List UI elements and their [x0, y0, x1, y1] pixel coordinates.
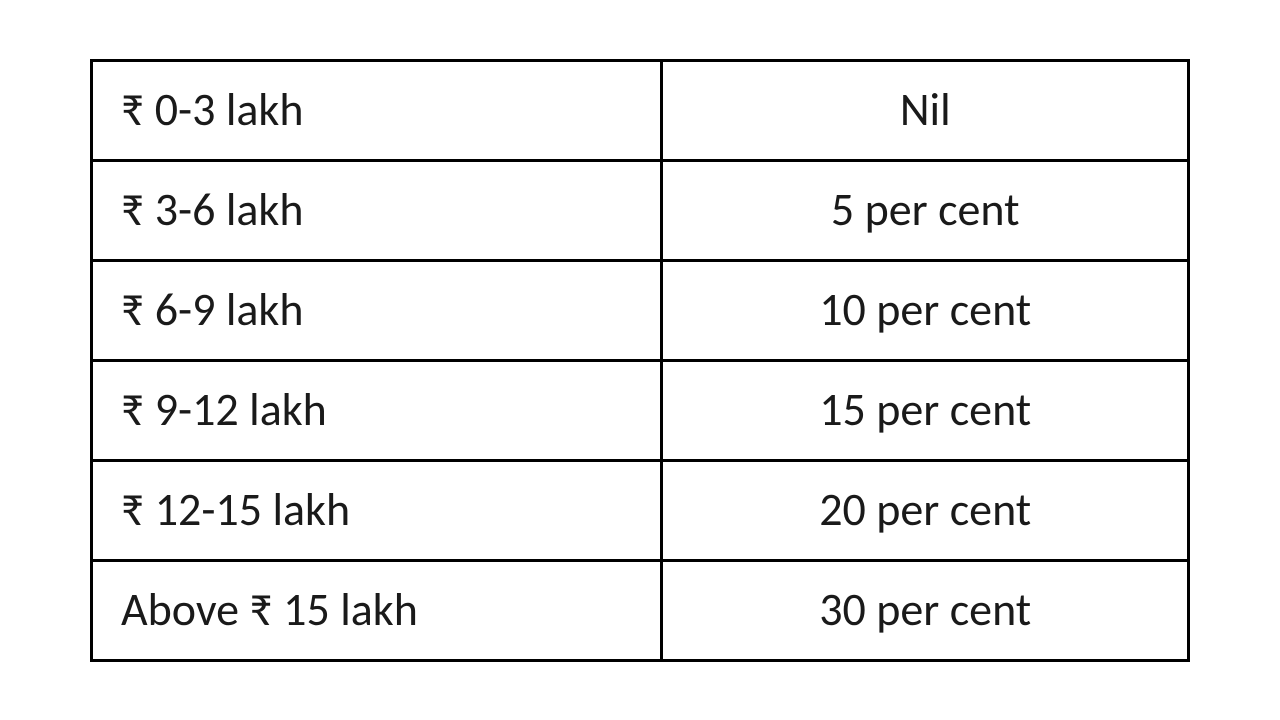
table-row: Above ₹ 15 lakh 30 per cent: [92, 560, 1189, 660]
slab-cell: ₹ 0-3 lakh: [92, 60, 662, 160]
slab-cell: ₹ 3-6 lakh: [92, 160, 662, 260]
table-row: ₹ 3-6 lakh 5 per cent: [92, 160, 1189, 260]
rate-cell: 10 per cent: [662, 260, 1189, 360]
slab-cell: ₹ 12-15 lakh: [92, 460, 662, 560]
rate-cell: 5 per cent: [662, 160, 1189, 260]
tax-slab-table: ₹ 0-3 lakh Nil ₹ 3-6 lakh 5 per cent ₹ 6…: [90, 59, 1190, 662]
table-row: ₹ 6-9 lakh 10 per cent: [92, 260, 1189, 360]
table-row: ₹ 9-12 lakh 15 per cent: [92, 360, 1189, 460]
slab-cell: Above ₹ 15 lakh: [92, 560, 662, 660]
rate-cell: Nil: [662, 60, 1189, 160]
slab-cell: ₹ 9-12 lakh: [92, 360, 662, 460]
rate-cell: 15 per cent: [662, 360, 1189, 460]
rate-cell: 20 per cent: [662, 460, 1189, 560]
tax-slab-table-container: ₹ 0-3 lakh Nil ₹ 3-6 lakh 5 per cent ₹ 6…: [90, 59, 1190, 662]
table-row: ₹ 0-3 lakh Nil: [92, 60, 1189, 160]
rate-cell: 30 per cent: [662, 560, 1189, 660]
table-row: ₹ 12-15 lakh 20 per cent: [92, 460, 1189, 560]
slab-cell: ₹ 6-9 lakh: [92, 260, 662, 360]
